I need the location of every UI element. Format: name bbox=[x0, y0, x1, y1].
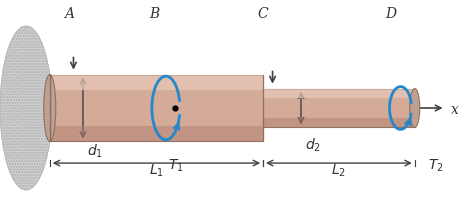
Text: B: B bbox=[149, 7, 159, 21]
Polygon shape bbox=[263, 89, 415, 98]
Ellipse shape bbox=[410, 89, 420, 127]
Ellipse shape bbox=[44, 75, 56, 141]
Text: $T_1$: $T_1$ bbox=[167, 157, 183, 174]
Polygon shape bbox=[50, 75, 263, 90]
Text: $T_2$: $T_2$ bbox=[428, 157, 444, 174]
Text: $L_1$: $L_1$ bbox=[149, 163, 164, 179]
Text: $L_2$: $L_2$ bbox=[331, 163, 346, 179]
Text: C: C bbox=[258, 7, 268, 21]
Ellipse shape bbox=[0, 26, 52, 190]
Text: A: A bbox=[64, 7, 74, 21]
Text: $d_1$: $d_1$ bbox=[87, 143, 103, 160]
Polygon shape bbox=[263, 89, 415, 127]
Text: x: x bbox=[451, 103, 458, 117]
Text: $d_2$: $d_2$ bbox=[305, 137, 321, 154]
Text: D: D bbox=[385, 7, 397, 21]
Polygon shape bbox=[50, 126, 263, 141]
Polygon shape bbox=[50, 75, 263, 141]
Polygon shape bbox=[263, 118, 415, 127]
